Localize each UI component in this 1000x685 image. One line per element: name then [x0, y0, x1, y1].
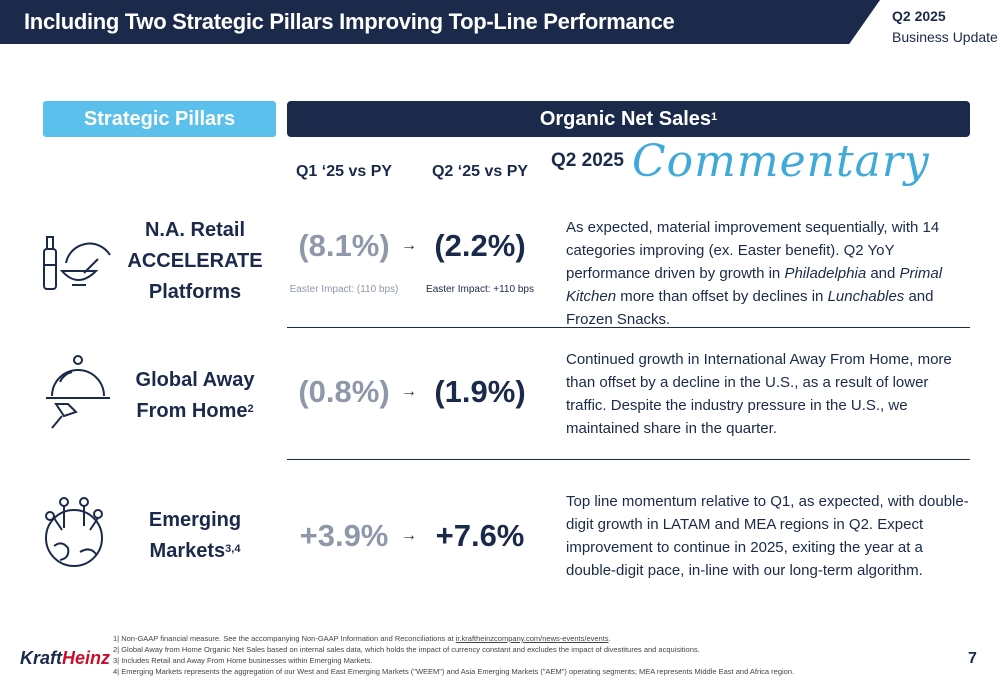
header-subtitle: Business Update: [892, 29, 998, 45]
na-retail-q2-easter-impact: Easter Impact: +110 bps: [426, 284, 534, 295]
pillar-name-line: Emerging: [148, 509, 242, 531]
arrow-icon: →: [401, 527, 417, 544]
page-title: Including Two Strategic Pillars Improvin…: [24, 9, 675, 34]
footnote-1-text: 1| Non-GAAP financial measure. See the a…: [113, 634, 456, 643]
na-retail-q1-value: (8.1%): [298, 228, 390, 263]
logo-kraft: Kraft: [20, 648, 63, 668]
commentary-quarter: Q2 2025: [551, 150, 624, 171]
global-afh-q2-value: (1.9%): [434, 374, 526, 409]
global-afh-q1-value: (0.8%): [298, 374, 390, 409]
commentary-text: and Frozen Snacks.: [566, 288, 934, 328]
pillar-name-emerging-markets: Emerging Markets3,4: [125, 505, 265, 567]
kraft-heinz-logo: KraftHeinz: [20, 648, 110, 669]
column-header-q2: Q2 ‘25 vs PY: [431, 163, 529, 180]
footnote-ref: 3,4: [225, 543, 241, 555]
pillar-name-line: Markets3,4: [125, 536, 265, 567]
pillar-name-line: Platforms: [148, 281, 242, 303]
brand-philadelphia: Philadelphia: [784, 265, 867, 282]
commentary-text: and: [866, 265, 900, 282]
emerging-markets-q1-value: +3.9%: [299, 518, 389, 553]
pillar-name-line: Global Away: [135, 369, 255, 391]
brand-lunchables: Lunchables: [827, 288, 905, 305]
pillar-name-na-retail: N.A. Retail ACCELERATE Platforms: [125, 215, 265, 308]
pillar-name-global-afh: Global Away From Home2: [125, 365, 265, 427]
arrow-icon: →: [401, 237, 417, 254]
pillar-name-line: ACCELERATE: [127, 250, 263, 272]
footnote-4: 4| Emerging Markets represents the aggre…: [113, 667, 795, 676]
footnote-1-end: .: [608, 634, 611, 643]
footnote-1: 1| Non-GAAP financial measure. See the a…: [113, 634, 611, 643]
header-quarter: Q2 2025: [892, 8, 946, 24]
kitchen-scale-icon: [43, 236, 111, 290]
global-afh-commentary: Continued growth in International Away F…: [566, 351, 952, 437]
footnote-1-link[interactable]: ir.kraftheinzcompany.com/news-events/eve…: [455, 634, 609, 643]
serving-cloche-icon: [46, 355, 110, 429]
commentary-text: more than offset by declines in: [616, 288, 828, 305]
row-divider: [287, 327, 970, 328]
globe-network-icon: [45, 497, 103, 567]
na-retail-commentary: As expected, material improvement sequen…: [566, 216, 971, 331]
na-retail-q2-value: (2.2%): [434, 228, 526, 263]
row-divider: [287, 459, 970, 460]
pillar-name-text: Markets: [149, 540, 226, 562]
footnote-3: 3| Includes Retail and Away From Home bu…: [113, 656, 373, 665]
logo-heinz: Heinz: [62, 648, 111, 668]
commentary-script-title: Commentary: [632, 136, 930, 187]
organic-net-sales-label: Organic Net Sales: [539, 108, 712, 130]
title-bar: [0, 0, 880, 44]
na-retail-q1-easter-impact: Easter Impact: (110 bps): [289, 284, 399, 295]
pillar-name-line: From Home2: [125, 396, 265, 427]
page-number: 7: [968, 650, 977, 667]
arrow-icon: →: [401, 383, 417, 400]
emerging-markets-q2-value: +7.6%: [435, 518, 525, 553]
commentary-text: As expected, material improvement sequen…: [566, 219, 940, 282]
brand-primal-kitchen: Primal Kitchen: [566, 265, 943, 305]
organic-net-sales-header: Organic Net Sales1: [287, 101, 970, 137]
column-header-q1: Q1 ‘25 vs PY: [295, 163, 393, 180]
pillar-name-text: From Home: [136, 400, 248, 422]
strategic-pillars-header: Strategic Pillars: [43, 101, 276, 137]
footnote-2: 2| Global Away from Home Organic Net Sal…: [113, 645, 700, 654]
footnote-ref: 2: [247, 403, 254, 415]
emerging-markets-commentary: Top line momentum relative to Q1, as exp…: [566, 493, 969, 579]
organic-footnote-ref: 1: [711, 111, 718, 123]
pillar-name-line: N.A. Retail: [144, 219, 246, 241]
